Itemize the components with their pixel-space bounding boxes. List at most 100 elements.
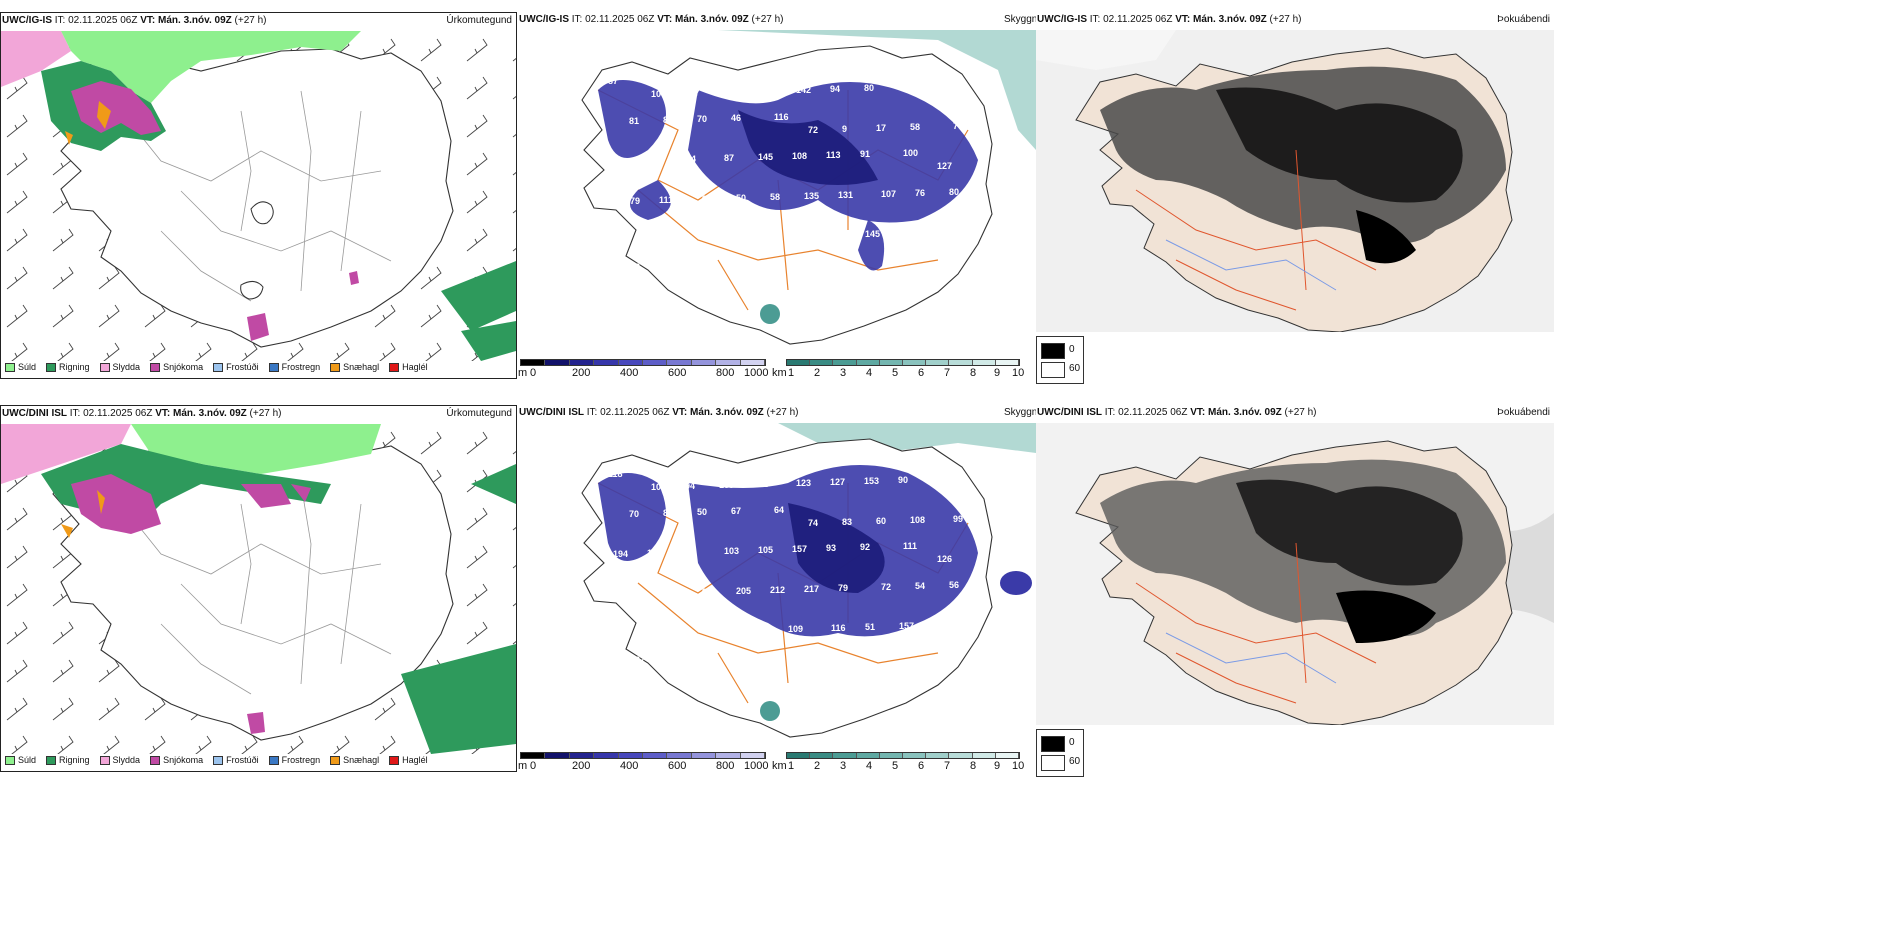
ceiling-value-label: 135	[804, 191, 819, 201]
dense-fog-area-south	[1336, 590, 1436, 643]
ceiling-value-label: 58	[932, 474, 942, 484]
ceiling-value-label: 122	[753, 479, 768, 489]
colorbar-tick: 1	[788, 367, 795, 379]
ceiling-value-label: 145	[865, 229, 880, 239]
ceiling-value-label: 127	[937, 161, 952, 171]
ceiling-value-label: 153	[864, 476, 879, 486]
center-title: Skyggni	[1004, 14, 1040, 25]
lead-time: (+27 h)	[1269, 14, 1302, 25]
dense-fog-area	[1216, 87, 1463, 203]
panel-title: Úrkomutegund	[446, 408, 512, 419]
ceiling-value-label: 127	[898, 82, 913, 92]
ceiling-value-label: 58	[770, 192, 780, 202]
dense-fog-area	[1236, 479, 1463, 586]
sleet-area	[1, 424, 131, 484]
colorbar-tick: 2	[814, 760, 821, 772]
river-lines	[1165, 632, 1337, 684]
snow-grain-area	[65, 101, 111, 145]
colorbar-segment	[879, 360, 904, 365]
fog-index-panel-dini: UWC/DINI ISL IT: 02.11.2025 06Z VT: Mán.…	[1036, 405, 1554, 725]
ceiling-value-label: 123	[796, 478, 811, 488]
visibility-cell	[760, 701, 780, 721]
panel-header: UWC/DINI ISL IT: 02.11.2025 06Z VT: Mán.…	[1036, 405, 1554, 421]
ceiling-value-label: 137	[720, 626, 735, 636]
colorbar-tick: 800	[716, 760, 735, 772]
colorbar-segment	[618, 360, 644, 365]
ceiling-value-label: 90	[898, 475, 908, 485]
ceiling-value-label: 50	[736, 193, 746, 203]
ceiling-value-label: 205	[736, 586, 751, 596]
panel-header: UWC/DINI ISL IT: 02.11.2025 06Z VT: Mán.…	[518, 405, 1036, 421]
ceiling-colorbar: m 0 200 400 600 800 1000	[518, 748, 768, 772]
model-name: UWC/IG-IS	[1037, 14, 1087, 25]
ceiling-value-label: 70	[629, 509, 639, 519]
colorbar-tick: 1	[788, 760, 795, 772]
fog-legend-dark-label: 0	[1069, 737, 1075, 748]
colorbar-segment	[903, 360, 927, 365]
colorbar-segment	[716, 753, 741, 758]
panel-title: Þokuábendi	[1497, 407, 1550, 418]
it-label: IT:	[586, 407, 598, 418]
colorbar-segment	[594, 753, 619, 758]
fog-index-map	[1036, 423, 1554, 725]
it-label: IT:	[69, 408, 81, 419]
ceiling-value-label: 59	[652, 614, 662, 624]
ceiling-value-label: 89	[609, 615, 619, 625]
snow-area	[71, 474, 311, 534]
ceiling-value-label: 135	[720, 233, 735, 243]
ceiling-value-label: 89	[932, 81, 942, 91]
vt-label: VT:	[1190, 407, 1206, 418]
ceiling-value-label: 101	[754, 625, 769, 635]
ceiling-value-label: 101	[933, 227, 948, 237]
ceiling-value-label: 235	[698, 260, 713, 270]
ceiling-value-label: 80	[864, 83, 874, 93]
colorbar-segment	[691, 360, 717, 365]
ceiling-value-label: 83	[842, 517, 852, 527]
panel-title: Þokuábendi	[1497, 14, 1550, 25]
ceiling-value-label: 116	[774, 112, 789, 122]
precip-type-map	[1, 424, 516, 754]
ceiling-value-label: 100	[903, 148, 918, 158]
it-label: IT:	[1089, 14, 1101, 25]
colorbar-segment	[949, 360, 973, 365]
snow-area-south	[247, 313, 269, 341]
colorbar-segment	[691, 753, 717, 758]
ceiling-value-label: 157	[792, 544, 807, 554]
center-title: Skyggni	[1004, 407, 1040, 418]
legend-item-snow: Snjókoma	[150, 362, 203, 372]
colorbar-tick: 10	[1012, 367, 1025, 379]
legend-item-snow: Snjókoma	[150, 755, 203, 765]
colorbar-tick: 2	[814, 367, 821, 379]
legend-item-drizzle: Súld	[5, 362, 36, 372]
rain-area-offshore	[441, 261, 516, 361]
ceiling-value-label: 105	[758, 545, 773, 555]
ceiling-value-label: 131	[838, 190, 853, 200]
colorbar-segment	[545, 753, 570, 758]
ceiling-value-label: 128	[647, 548, 662, 558]
ceiling-value-label: 76	[681, 547, 691, 557]
colorbar-tick: 3	[840, 367, 847, 379]
low-ceiling-cell-offshore	[1000, 571, 1032, 595]
colorbar-unit: m	[518, 760, 528, 772]
ceiling-value-label: 103	[724, 546, 739, 556]
ceiling-value-label: 116	[831, 623, 846, 633]
colorbar-segment	[545, 360, 570, 365]
colorbar-segment	[949, 753, 973, 758]
colorbar-tick: 6	[918, 367, 925, 379]
lead-time: (+27 h)	[751, 14, 784, 25]
colorbar-tick: 1000	[744, 367, 769, 379]
visibility-colorbar: km 1 2 3 4 5 6 7 8 9 10	[772, 748, 1024, 772]
ceiling-value-label: 91	[860, 149, 870, 159]
colorbar-segment	[787, 753, 811, 758]
road-network	[1135, 542, 1377, 704]
colorbar-segment	[740, 360, 766, 365]
colorbar-segment	[879, 753, 904, 758]
panel-header: UWC/IG-IS IT: 02.11.2025 06Z VT: Mán. 3.…	[1036, 12, 1554, 28]
ceiling-value-label: 103	[754, 232, 769, 242]
ceiling-value-label: 179	[625, 196, 640, 206]
ceiling-value-label: 58	[910, 122, 920, 132]
it-value: 02.11.2025 06Z	[68, 15, 138, 26]
colorbar-segment	[833, 753, 857, 758]
colorbar-unit: km	[772, 760, 787, 772]
ceiling-value-label: 111	[659, 195, 673, 205]
